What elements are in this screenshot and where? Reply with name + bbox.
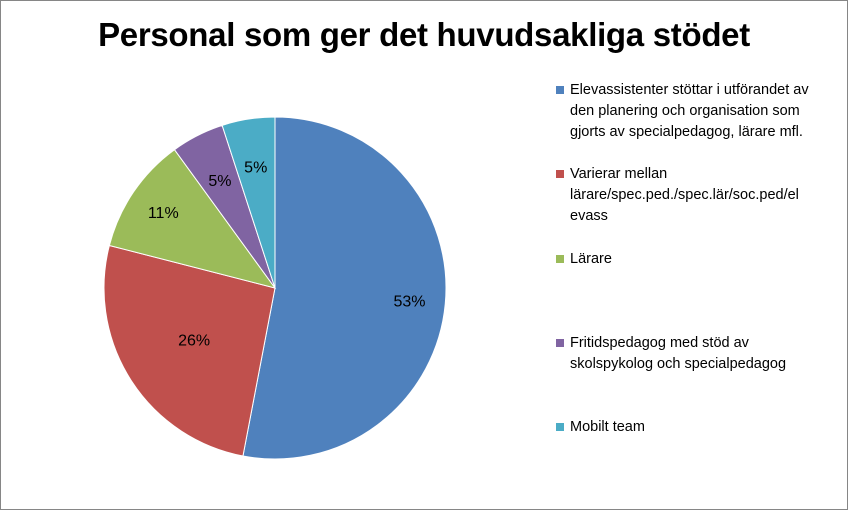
legend-swatch-4 <box>556 339 564 347</box>
legend-label-3: Lärare <box>570 251 612 267</box>
data-label-4: 5% <box>208 173 231 190</box>
legend-label-2: Varierar mellan lärare/spec.ped./spec.lä… <box>570 166 799 224</box>
data-label-5: 5% <box>244 159 267 176</box>
legend-swatch-2 <box>556 170 564 178</box>
data-label-1: 53% <box>393 294 425 311</box>
legend-swatch-3 <box>556 255 564 263</box>
pie-slice-2 <box>103 244 276 457</box>
legend-label-4: Fritidspedagog med stöd av skolspykolog … <box>570 335 787 372</box>
data-label-3: 11% <box>148 205 179 222</box>
legend-swatch-5 <box>556 423 564 431</box>
pie-slice-1 <box>242 116 447 460</box>
legend-label-1: Elevassistenter stöttar i utförandet av … <box>570 82 809 140</box>
legend-swatch-1 <box>556 86 564 94</box>
data-label-2: 26% <box>178 332 210 349</box>
pie-slice-3 <box>108 148 277 289</box>
pie-slice-5 <box>221 116 276 289</box>
legend-label-5: Mobilt team <box>570 419 645 435</box>
chart-title: Personal som ger det huvudsakliga stödet <box>98 16 750 53</box>
